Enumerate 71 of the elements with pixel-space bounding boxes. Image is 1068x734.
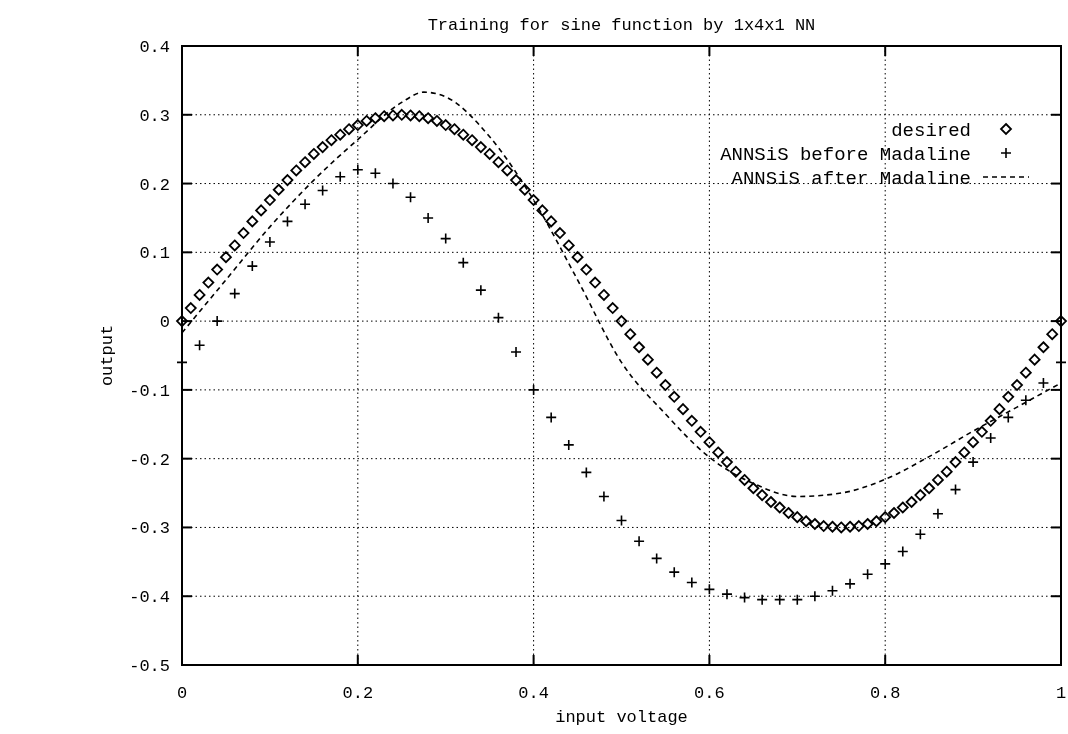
point	[527, 384, 540, 396]
point	[932, 507, 944, 520]
point	[545, 411, 557, 424]
point	[228, 287, 241, 300]
point	[352, 164, 364, 176]
point	[686, 576, 698, 589]
point	[703, 583, 716, 596]
point	[211, 315, 223, 327]
point	[984, 432, 997, 444]
point	[510, 346, 522, 358]
point	[492, 311, 505, 324]
x-tick-label: 0.4	[518, 684, 549, 703]
point	[598, 490, 610, 503]
x-tick-label: 0	[176, 684, 188, 703]
point	[316, 184, 329, 197]
x-tick-label: 0.8	[869, 684, 901, 703]
point	[1002, 411, 1015, 424]
legend-label: ANNSiS after Madaline	[731, 167, 971, 190]
point	[193, 339, 206, 351]
point	[1037, 377, 1050, 389]
point	[264, 236, 276, 248]
point	[615, 514, 628, 527]
point	[334, 170, 347, 183]
point	[809, 590, 821, 603]
point	[791, 593, 804, 606]
point	[861, 568, 874, 581]
point	[457, 256, 470, 269]
chart-title: Training for sine function by 1x4x1 NN	[427, 16, 816, 35]
y-tick-label: -0.2	[129, 450, 170, 470]
y-tick-label: 0	[159, 313, 170, 333]
point	[1020, 394, 1032, 407]
point	[475, 284, 487, 296]
point	[562, 439, 575, 451]
point	[439, 232, 452, 245]
point	[422, 212, 434, 224]
legend-label: ANNSiS before Madaline	[720, 143, 971, 166]
point	[404, 191, 417, 204]
point	[914, 528, 927, 541]
x-axis-title: input voltage	[555, 708, 688, 727]
y-axis-title: output	[98, 324, 117, 387]
point	[668, 566, 681, 578]
x-tick-label: 0.6	[694, 684, 725, 703]
point	[879, 558, 891, 570]
y-tick-label: -0.5	[129, 656, 170, 676]
legend-label: desired	[891, 119, 971, 142]
point	[721, 588, 733, 600]
y-tick-label: 0.4	[139, 37, 170, 57]
point	[281, 215, 294, 228]
y-tick-label: 0.3	[139, 106, 170, 126]
x-tick-label: 1	[1055, 684, 1067, 703]
point	[844, 578, 856, 590]
x-tick-label: 0.2	[342, 684, 374, 703]
point	[387, 177, 399, 190]
point	[299, 198, 311, 210]
point	[967, 456, 979, 468]
point	[369, 167, 382, 180]
point	[896, 545, 909, 558]
y-tick-label: 0.1	[139, 244, 170, 264]
point	[650, 552, 663, 565]
y-tick-label: -0.4	[129, 588, 170, 608]
point	[633, 535, 645, 547]
point	[756, 593, 768, 606]
point	[738, 591, 751, 604]
point	[826, 584, 839, 597]
y-tick-label: -0.3	[129, 519, 170, 539]
y-tick-label: 0.2	[139, 175, 170, 195]
point	[580, 466, 593, 479]
point	[773, 593, 786, 606]
point	[246, 260, 259, 272]
y-tick-label: -0.1	[129, 381, 170, 401]
point	[949, 483, 962, 496]
